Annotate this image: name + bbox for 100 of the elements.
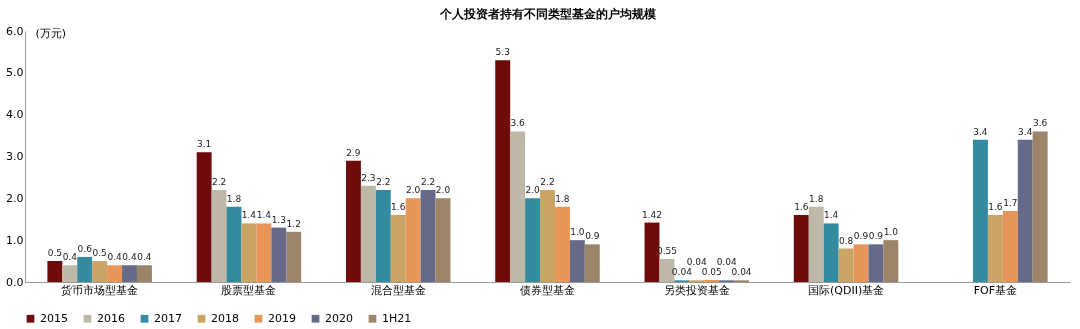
bar xyxy=(107,265,123,282)
bar xyxy=(405,198,421,282)
data-label: 5.3 xyxy=(495,47,510,58)
bar xyxy=(972,139,988,282)
bar xyxy=(704,279,720,282)
bar xyxy=(1032,131,1048,282)
bar xyxy=(390,215,406,282)
x-tick-label: 混合型基金 xyxy=(370,283,426,297)
bar xyxy=(211,189,227,282)
legend-label: 2016 xyxy=(97,311,125,325)
bar xyxy=(92,261,108,282)
data-label: 1.0 xyxy=(570,227,585,238)
data-label: 0.6 xyxy=(77,243,93,254)
bar xyxy=(584,244,600,282)
data-label: 1.3 xyxy=(271,214,286,225)
bar xyxy=(360,185,376,282)
bar xyxy=(823,223,839,282)
bar xyxy=(226,206,242,282)
bar xyxy=(868,244,884,282)
data-label: 1.4 xyxy=(241,210,257,221)
data-label: 3.4 xyxy=(973,126,988,137)
x-tick-label: 股票型基金 xyxy=(221,283,277,297)
data-label: 2.2 xyxy=(540,176,555,187)
data-label: 0.05 xyxy=(701,266,722,277)
bar xyxy=(77,256,93,282)
legend-label: 2017 xyxy=(154,311,182,325)
data-label: 0.9 xyxy=(853,231,869,242)
bar xyxy=(271,227,287,282)
chart-title: 个人投资者持有不同类型基金的户均规模 xyxy=(438,7,656,21)
bar xyxy=(375,189,391,282)
bar xyxy=(1017,139,1033,282)
bar xyxy=(793,215,809,282)
data-label: 0.04 xyxy=(686,257,708,268)
data-label: 1.6 xyxy=(794,202,809,213)
bar xyxy=(987,215,1003,282)
bar xyxy=(495,60,511,282)
data-label: 1.42 xyxy=(641,209,663,220)
data-label: 1.4 xyxy=(823,210,839,221)
bar xyxy=(62,265,78,282)
data-label: 0.9 xyxy=(585,231,600,242)
bar xyxy=(1002,210,1018,282)
bar xyxy=(256,223,272,282)
data-label: 0.04 xyxy=(731,267,752,278)
bar xyxy=(136,265,152,282)
bar xyxy=(569,240,585,282)
data-label: 1.0 xyxy=(883,227,899,238)
data-label: 1.7 xyxy=(1003,197,1018,208)
bar xyxy=(883,240,899,282)
legend-label: 1H21 xyxy=(382,311,412,325)
data-label: 1.8 xyxy=(809,193,824,204)
bar xyxy=(525,198,541,282)
x-tick-label: 货币市场型基金 xyxy=(61,283,139,297)
bar xyxy=(345,160,361,282)
legend-label: 2019 xyxy=(268,311,296,325)
data-label: 1.2 xyxy=(286,218,301,229)
data-label: 3.4 xyxy=(1018,126,1033,137)
data-label: 1.8 xyxy=(226,193,242,204)
data-label: 0.04 xyxy=(716,257,737,268)
bar xyxy=(808,206,824,282)
y-tick-label: 0.0 xyxy=(6,275,24,289)
bar xyxy=(47,261,63,282)
data-label: 1.4 xyxy=(256,210,272,221)
data-label: 3.6 xyxy=(1032,118,1048,129)
bar xyxy=(540,189,555,282)
y-tick-label: 1.0 xyxy=(6,233,24,247)
data-label: 2.2 xyxy=(420,176,436,187)
data-label: 2.0 xyxy=(525,185,540,196)
bar xyxy=(510,131,526,282)
bar xyxy=(241,223,257,282)
bar xyxy=(420,189,436,282)
data-label: 2.0 xyxy=(405,185,421,196)
data-label: 0.4 xyxy=(137,252,152,263)
y-tick-label: 3.0 xyxy=(6,150,24,163)
data-label: 0.8 xyxy=(838,235,854,246)
data-label: 3.1 xyxy=(196,139,212,150)
y-tick-label: 6.0 xyxy=(6,24,24,38)
bar xyxy=(838,248,854,282)
data-label: 0.9 xyxy=(868,231,884,242)
data-label: 2.2 xyxy=(376,176,391,187)
legend-label: 2018 xyxy=(211,311,239,325)
data-label: 3.6 xyxy=(510,118,526,129)
y-axis-title: (万元) xyxy=(35,26,67,40)
x-tick-label: 国际(QDII)基金 xyxy=(807,283,885,297)
y-tick-label: 4.0 xyxy=(6,108,24,122)
bar xyxy=(122,265,137,282)
data-label: 0.4 xyxy=(107,252,122,263)
bar xyxy=(853,244,869,282)
y-tick-label: 5.0 xyxy=(6,66,24,80)
data-label: 1.6 xyxy=(988,202,1003,213)
bar xyxy=(286,231,302,282)
data-label: 1.8 xyxy=(555,193,570,204)
data-label: 0.04 xyxy=(671,267,693,278)
data-label: 2.9 xyxy=(346,147,361,158)
data-label: 2.3 xyxy=(361,172,376,183)
data-label: 2.0 xyxy=(435,185,451,196)
bar xyxy=(196,152,212,282)
y-tick-label: 2.0 xyxy=(6,191,24,205)
x-tick-label: 债券型基金 xyxy=(520,283,575,297)
legend-label: 2020 xyxy=(325,311,353,325)
data-label: 1.6 xyxy=(391,202,406,213)
